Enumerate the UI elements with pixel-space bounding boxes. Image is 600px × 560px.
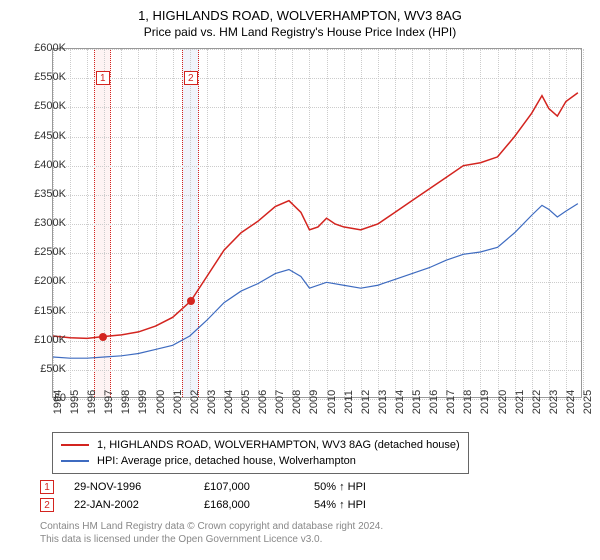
plot-area: 12 <box>52 48 582 398</box>
x-axis-tick-label: 1996 <box>86 390 98 414</box>
event-marker-dot <box>99 333 107 341</box>
x-axis-tick-label: 2007 <box>274 390 286 414</box>
x-axis-tick-label: 2006 <box>257 390 269 414</box>
footnote-line: Contains HM Land Registry data © Crown c… <box>40 520 383 533</box>
event-price: £107,000 <box>204 481 314 493</box>
table-row: 2 22-JAN-2002 £168,000 54% ↑ HPI <box>40 496 424 514</box>
legend-item: 1, HIGHLANDS ROAD, WOLVERHAMPTON, WV3 8A… <box>61 437 460 453</box>
x-axis-tick-label: 2011 <box>343 390 355 414</box>
footnote: Contains HM Land Registry data © Crown c… <box>40 520 383 546</box>
event-date: 22-JAN-2002 <box>74 499 204 511</box>
x-axis-tick-label: 2019 <box>479 390 491 414</box>
y-axis-tick-label: £550K <box>34 71 66 83</box>
chart-subtitle: Price paid vs. HM Land Registry's House … <box>0 23 600 45</box>
y-axis-tick-label: £600K <box>34 42 66 54</box>
y-axis-tick-label: £300K <box>34 217 66 229</box>
y-axis-tick-label: £250K <box>34 246 66 258</box>
x-axis-tick-label: 2022 <box>531 390 543 414</box>
x-axis-tick-label: 2002 <box>189 390 201 414</box>
y-axis-tick-label: £400K <box>34 159 66 171</box>
x-axis-tick-label: 2023 <box>548 390 560 414</box>
x-axis-tick-label: 1997 <box>103 390 115 414</box>
y-axis-tick-label: £100K <box>34 334 66 346</box>
footnote-line: This data is licensed under the Open Gov… <box>40 533 383 546</box>
x-axis-tick-label: 2014 <box>394 390 406 414</box>
y-axis-tick-label: £450K <box>34 130 66 142</box>
x-axis-tick-label: 2016 <box>428 390 440 414</box>
x-axis-tick-label: 1998 <box>120 390 132 414</box>
x-axis-tick-label: 2001 <box>172 390 184 414</box>
series-line-hpi <box>53 204 578 359</box>
event-marker-box: 2 <box>184 71 198 85</box>
legend: 1, HIGHLANDS ROAD, WOLVERHAMPTON, WV3 8A… <box>52 432 469 474</box>
x-axis-tick-label: 2024 <box>565 390 577 414</box>
chart-container: 1, HIGHLANDS ROAD, WOLVERHAMPTON, WV3 8A… <box>0 0 600 560</box>
events-table: 1 29-NOV-1996 £107,000 50% ↑ HPI 2 22-JA… <box>40 478 424 514</box>
event-date: 29-NOV-1996 <box>74 481 204 493</box>
x-axis-tick-label: 2021 <box>514 390 526 414</box>
legend-item: HPI: Average price, detached house, Wolv… <box>61 453 460 469</box>
x-axis-tick-label: 2020 <box>497 390 509 414</box>
event-price: £168,000 <box>204 499 314 511</box>
x-axis-tick-label: 2003 <box>206 390 218 414</box>
legend-swatch <box>61 444 89 446</box>
x-axis-tick-label: 1999 <box>137 390 149 414</box>
y-axis-tick-label: £50K <box>40 363 66 375</box>
chart-title: 1, HIGHLANDS ROAD, WOLVERHAMPTON, WV3 8A… <box>0 0 600 23</box>
x-axis-tick-label: 2005 <box>240 390 252 414</box>
legend-swatch <box>61 460 89 462</box>
x-axis-tick-label: 2012 <box>360 390 372 414</box>
table-row: 1 29-NOV-1996 £107,000 50% ↑ HPI <box>40 478 424 496</box>
event-pct-vs-hpi: 54% ↑ HPI <box>314 499 424 511</box>
event-marker-box: 1 <box>96 71 110 85</box>
x-axis-tick-label: 2015 <box>411 390 423 414</box>
grid-line-v <box>583 49 584 397</box>
y-axis-tick-label: £350K <box>34 188 66 200</box>
y-axis-tick-label: £500K <box>34 100 66 112</box>
event-index-badge: 1 <box>40 480 54 494</box>
x-axis-tick-label: 2017 <box>445 390 457 414</box>
x-axis-tick-label: 2010 <box>326 390 338 414</box>
x-axis-tick-label: 2018 <box>462 390 474 414</box>
series-svg <box>53 49 581 397</box>
x-axis-tick-label: 1994 <box>52 390 64 414</box>
x-axis-tick-label: 1995 <box>69 390 81 414</box>
x-axis-tick-label: 2000 <box>155 390 167 414</box>
x-axis-tick-label: 2004 <box>223 390 235 414</box>
x-axis-tick-label: 2009 <box>308 390 320 414</box>
legend-label: HPI: Average price, detached house, Wolv… <box>97 455 356 467</box>
y-axis-tick-label: £200K <box>34 275 66 287</box>
event-pct-vs-hpi: 50% ↑ HPI <box>314 481 424 493</box>
series-line-price_paid <box>53 93 578 339</box>
legend-label: 1, HIGHLANDS ROAD, WOLVERHAMPTON, WV3 8A… <box>97 439 460 451</box>
y-axis-tick-label: £150K <box>34 305 66 317</box>
x-axis-tick-label: 2008 <box>291 390 303 414</box>
event-index-badge: 2 <box>40 498 54 512</box>
x-axis-tick-label: 2025 <box>582 390 594 414</box>
event-marker-dot <box>187 297 195 305</box>
x-axis-tick-label: 2013 <box>377 390 389 414</box>
